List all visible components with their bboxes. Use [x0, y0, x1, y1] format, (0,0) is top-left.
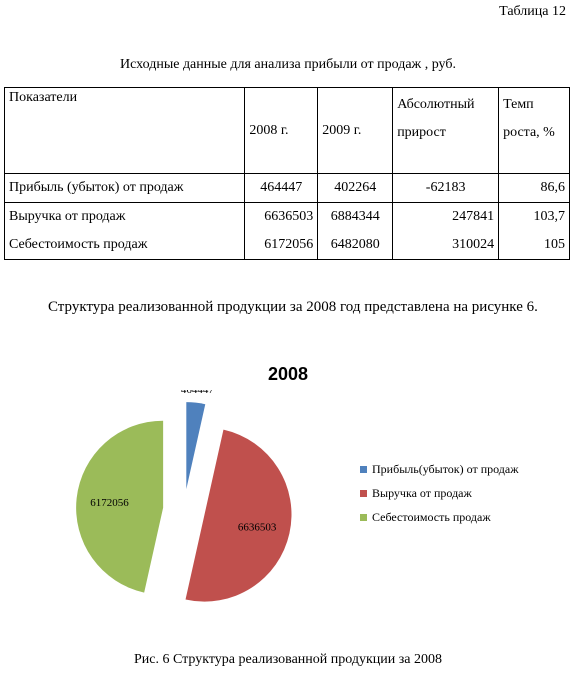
pie-slice-revenue	[185, 429, 292, 602]
cell-abs-growth: 310024	[392, 231, 500, 260]
table-row: Выручка от продаж 6636503 6884344 247841…	[3, 202, 570, 231]
cell-growth-rate: 105	[498, 231, 570, 260]
cell-2009: 6482080	[317, 231, 394, 260]
table-row: Прибыль (убыток) от продаж 464447 402264…	[3, 173, 570, 203]
pie-label-revenue: 6636503	[238, 521, 277, 533]
table-title: Исходные данные для анализа прибыли от п…	[120, 57, 456, 72]
table-header-row: Показатели 2008 г. 2009 г. Абсолютный пр…	[3, 87, 570, 174]
table-number: Таблица 12	[499, 4, 566, 19]
legend-item: Выручка от продаж	[360, 486, 530, 501]
table-row: Себестоимость продаж 6172056 6482080 310…	[3, 231, 570, 260]
legend-swatch-profit	[360, 466, 367, 473]
legend-item: Себестоимость продаж	[360, 510, 530, 525]
legend-item: Прибыль(убыток) от продаж	[360, 462, 530, 477]
cell-abs-growth: -62183	[392, 173, 500, 203]
header-indicator: Показатели	[3, 87, 246, 174]
legend-label: Прибыль(убыток) от продаж	[372, 462, 519, 476]
pie-slice-profit	[186, 402, 206, 490]
legend-swatch-revenue	[360, 490, 367, 497]
pie-label-cost: 6172056	[90, 497, 129, 509]
cell-2008: 464447	[244, 173, 319, 203]
cell-2009: 6884344	[317, 202, 394, 231]
pie-chart: 464447 6636503 6172056	[76, 390, 292, 602]
header-2009: 2009 г.	[317, 87, 394, 174]
cell-2009: 402264	[317, 173, 394, 203]
row-label: Выручка от продаж	[3, 202, 246, 231]
legend-swatch-cost	[360, 514, 367, 521]
pie-slice-cost	[76, 420, 164, 593]
chart-legend: Прибыль(убыток) от продаж Выручка от про…	[360, 462, 530, 534]
header-abs-growth: Абсолютный прирост	[392, 87, 500, 174]
row-label: Прибыль (убыток) от продаж	[3, 173, 246, 203]
chart-title: 2008	[267, 364, 309, 384]
body-paragraph: Структура реализованной продукции за 200…	[48, 299, 538, 315]
header-2008: 2008 г.	[244, 87, 319, 174]
pie-label-profit: 464447	[181, 390, 215, 396]
row-label: Себестоимость продаж	[3, 231, 246, 260]
data-table: Показатели 2008 г. 2009 г. Абсолютный пр…	[3, 87, 570, 260]
cell-2008: 6636503	[244, 202, 319, 231]
header-growth-rate: Темп роста, %	[498, 87, 570, 174]
cell-growth-rate: 103,7	[498, 202, 570, 231]
cell-2008: 6172056	[244, 231, 319, 260]
cell-growth-rate: 86,6	[498, 173, 570, 203]
legend-label: Выручка от продаж	[372, 486, 472, 500]
legend-label: Себестоимость продаж	[372, 510, 491, 524]
figure-caption: Рис. 6 Структура реализованной продукции…	[133, 652, 442, 667]
cell-abs-growth: 247841	[392, 202, 500, 231]
